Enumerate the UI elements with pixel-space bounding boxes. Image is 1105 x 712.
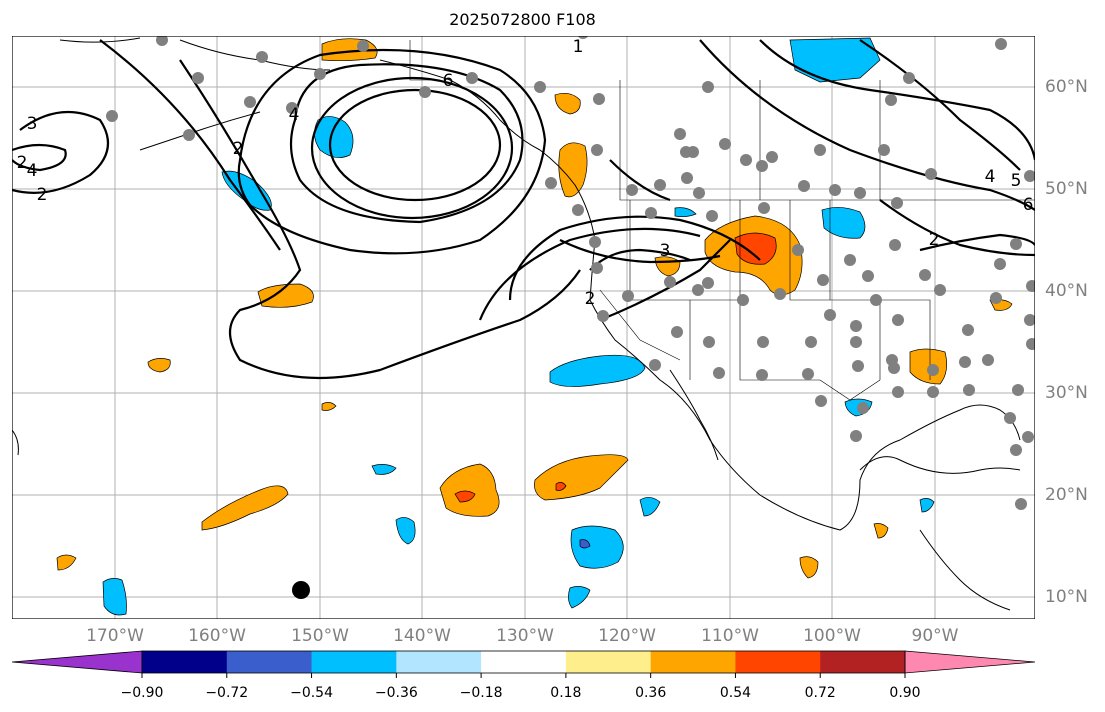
colorbar-tick-label: 0.54 xyxy=(720,685,751,701)
colorbar-tick-label: 0.72 xyxy=(805,685,836,701)
colorbar-segment xyxy=(396,651,482,673)
latitude-label: 10°N xyxy=(1045,587,1088,607)
contour-label: 1 xyxy=(573,37,584,57)
contour-label: 4 xyxy=(289,105,300,125)
latitude-label: 40°N xyxy=(1045,281,1088,301)
colorbar-segment xyxy=(481,651,567,673)
colorbar-segments xyxy=(11,650,1036,674)
colorbar-segment xyxy=(820,651,906,673)
colorbar-extend-high xyxy=(904,650,1036,674)
longitude-label: 170°W xyxy=(86,626,144,646)
colorbar-tick-label: 0.18 xyxy=(550,685,581,701)
longitude-label: 90°W xyxy=(911,626,959,646)
colorbar-segment xyxy=(565,651,652,673)
longitude-label: 110°W xyxy=(701,626,759,646)
map-panel: 3 2 4 2 2 6 4 3 2 1 4 5 2 6 xyxy=(12,36,1035,619)
latitude-label: 20°N xyxy=(1045,485,1088,505)
longitude-label: 120°W xyxy=(598,626,656,646)
colorbar-segment xyxy=(311,651,397,673)
colorbar-extend-low xyxy=(11,650,143,674)
colorbar-tick-label: 0.90 xyxy=(889,685,920,701)
longitude-label: 140°W xyxy=(393,626,451,646)
longitude-label: 160°W xyxy=(188,626,246,646)
contour-label: 4 xyxy=(27,161,38,181)
latitude-label: 50°N xyxy=(1045,179,1088,199)
observation-stations xyxy=(106,36,1035,510)
contour-label: 6 xyxy=(1023,195,1034,215)
colorbar-tick-label: −0.18 xyxy=(460,685,503,701)
colorbar-tick-label: −0.36 xyxy=(375,685,418,701)
latitude-label: 30°N xyxy=(1045,383,1088,403)
colorbar-tick-label: −0.54 xyxy=(290,685,333,701)
contour-lines xyxy=(12,39,1035,380)
contour-label: 3 xyxy=(660,241,671,261)
longitude-label: 100°W xyxy=(803,626,861,646)
contour-label: 2 xyxy=(37,185,48,205)
contour-label: 2 xyxy=(17,153,28,173)
contour-labels: 3 2 4 2 2 6 4 3 2 1 4 5 2 6 xyxy=(17,37,1034,309)
longitude-label: 130°W xyxy=(496,626,554,646)
contour-label: 2 xyxy=(929,230,940,250)
colorbar-segment xyxy=(142,651,228,673)
colorbar-segment xyxy=(226,651,313,673)
colorbar-tick-label: −0.72 xyxy=(205,685,248,701)
colorbar-ticks: −0.90 −0.72 −0.54 −0.36 −0.18 0.18 0.36 0.54 0.7… xyxy=(121,673,921,701)
contour-label: 5 xyxy=(1011,171,1022,191)
contour-label: 3 xyxy=(27,114,38,134)
contour-label: 2 xyxy=(585,289,596,309)
contour-label: 6 xyxy=(443,71,454,91)
chart-title: 2025072800 F108 xyxy=(449,10,596,29)
storm-center-marker xyxy=(292,581,310,599)
latitude-label: 60°N xyxy=(1045,77,1088,97)
contour-label: 2 xyxy=(233,139,244,159)
map-background xyxy=(12,36,1035,619)
colorbar-segment xyxy=(735,651,821,673)
contour-label: 4 xyxy=(985,167,996,187)
colorbar-segment xyxy=(650,651,736,673)
colorbar-frame xyxy=(141,650,906,674)
colorbar: −0.90 −0.72 −0.54 −0.36 −0.18 0.18 0.36 0.54 0.7… xyxy=(11,650,1036,701)
colorbar-tick-label: 0.36 xyxy=(635,685,666,701)
colorbar-tick-label: −0.90 xyxy=(121,685,164,701)
longitude-label: 150°W xyxy=(291,626,349,646)
